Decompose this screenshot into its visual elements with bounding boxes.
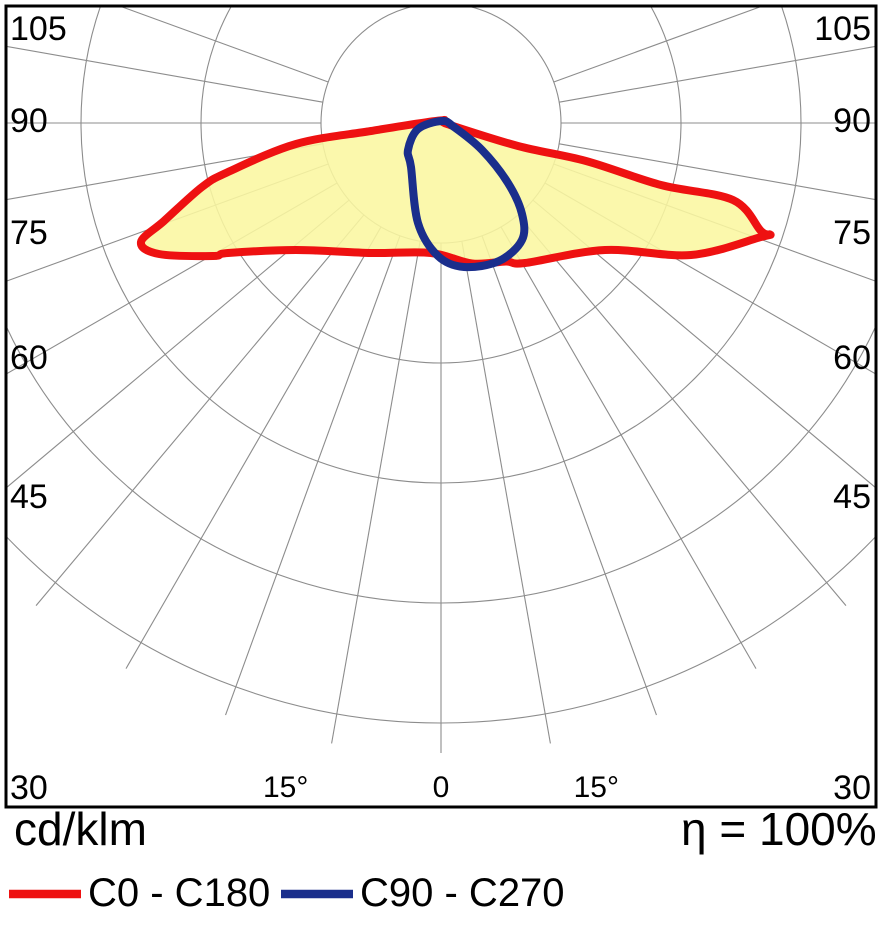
svg-text:0: 0	[433, 771, 450, 804]
svg-text:C90 - C270: C90 - C270	[360, 871, 565, 915]
svg-text:30: 30	[10, 769, 48, 807]
svg-text:105: 105	[814, 10, 871, 48]
svg-text:75: 75	[833, 214, 871, 252]
svg-text:60: 60	[10, 339, 48, 377]
svg-text:cd/klm: cd/klm	[14, 803, 147, 855]
svg-text:C0 - C180: C0 - C180	[88, 871, 270, 915]
svg-text:30: 30	[833, 769, 871, 807]
svg-text:45: 45	[10, 478, 48, 516]
svg-text:45: 45	[833, 478, 871, 516]
svg-text:60: 60	[833, 339, 871, 377]
svg-text:75: 75	[10, 214, 48, 252]
svg-text:90: 90	[10, 102, 48, 140]
svg-text:15°: 15°	[574, 771, 619, 804]
svg-text:90: 90	[833, 102, 871, 140]
svg-text:105: 105	[10, 10, 67, 48]
svg-text:η = 100%: η = 100%	[681, 803, 877, 855]
svg-text:15°: 15°	[263, 771, 308, 804]
